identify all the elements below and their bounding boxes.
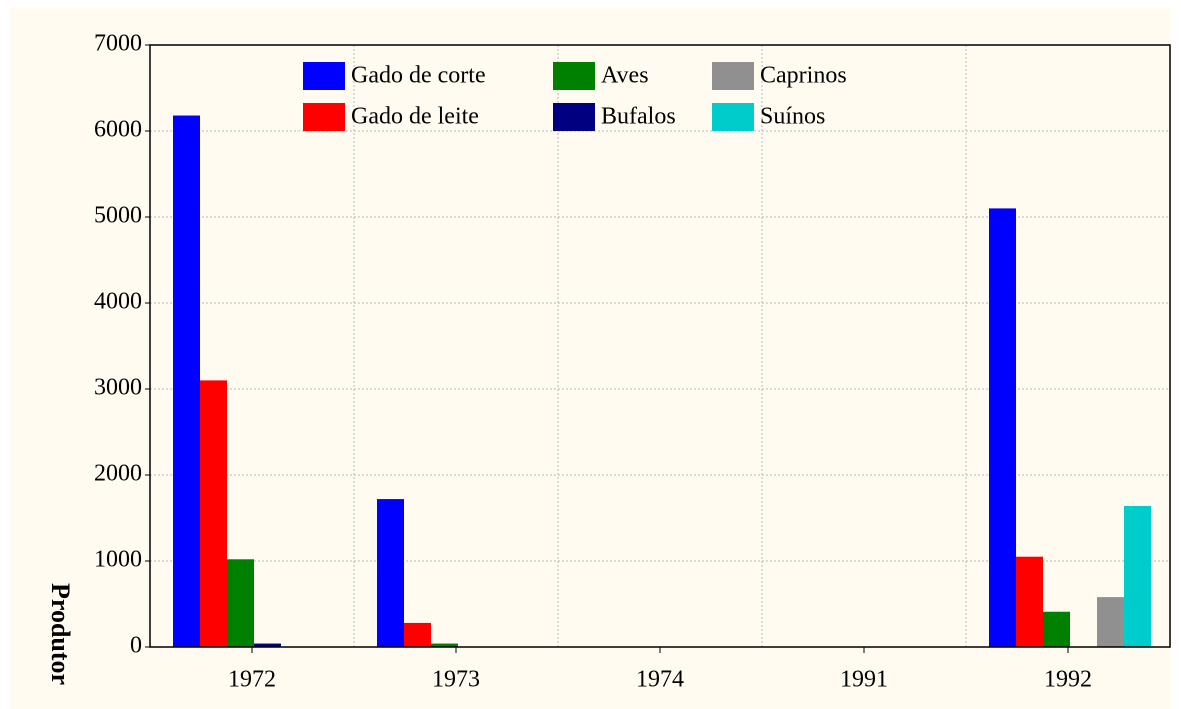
y-tick-label: 6000 bbox=[94, 117, 142, 143]
bar bbox=[254, 643, 281, 647]
y-axis-label: Produtor bbox=[46, 583, 75, 685]
bar bbox=[989, 208, 1016, 647]
y-tick-label: 1000 bbox=[94, 547, 142, 573]
legend-swatch bbox=[303, 103, 345, 131]
bar bbox=[200, 380, 227, 647]
y-tick-label: 7000 bbox=[94, 31, 142, 57]
legend-label: Bufalos bbox=[601, 104, 676, 130]
y-tick-label: 0 bbox=[130, 633, 142, 659]
bar bbox=[1124, 505, 1151, 647]
legend-label: Suínos bbox=[760, 104, 825, 130]
bar bbox=[431, 643, 458, 647]
x-tick-label: 1972 bbox=[228, 667, 276, 693]
legend-label: Caprinos bbox=[760, 63, 847, 89]
bar bbox=[1097, 597, 1124, 647]
bar bbox=[404, 622, 431, 647]
legend-swatch bbox=[712, 103, 754, 131]
x-tick-label: 1992 bbox=[1044, 667, 1092, 693]
legend-swatch bbox=[303, 62, 345, 90]
x-tick-label: 1991 bbox=[840, 667, 888, 693]
legend-swatch bbox=[553, 103, 595, 131]
bar bbox=[173, 115, 200, 647]
y-tick-label: 4000 bbox=[94, 289, 142, 315]
plot-frame bbox=[149, 44, 1171, 648]
legend-label: Gado de leite bbox=[351, 104, 479, 130]
legend-swatch bbox=[553, 62, 595, 90]
legend-label: Gado de corte bbox=[351, 63, 486, 89]
bar bbox=[377, 499, 404, 647]
bar bbox=[227, 559, 254, 647]
bar bbox=[1043, 611, 1070, 647]
x-tick-label: 1973 bbox=[432, 667, 480, 693]
legend-swatch bbox=[712, 62, 754, 90]
y-tick-label: 2000 bbox=[94, 461, 142, 487]
y-tick-label: 5000 bbox=[94, 203, 142, 229]
bar bbox=[1016, 556, 1043, 647]
x-tick-label: 1974 bbox=[636, 667, 684, 693]
y-tick-label: 3000 bbox=[94, 375, 142, 401]
legend-label: Aves bbox=[601, 63, 649, 89]
